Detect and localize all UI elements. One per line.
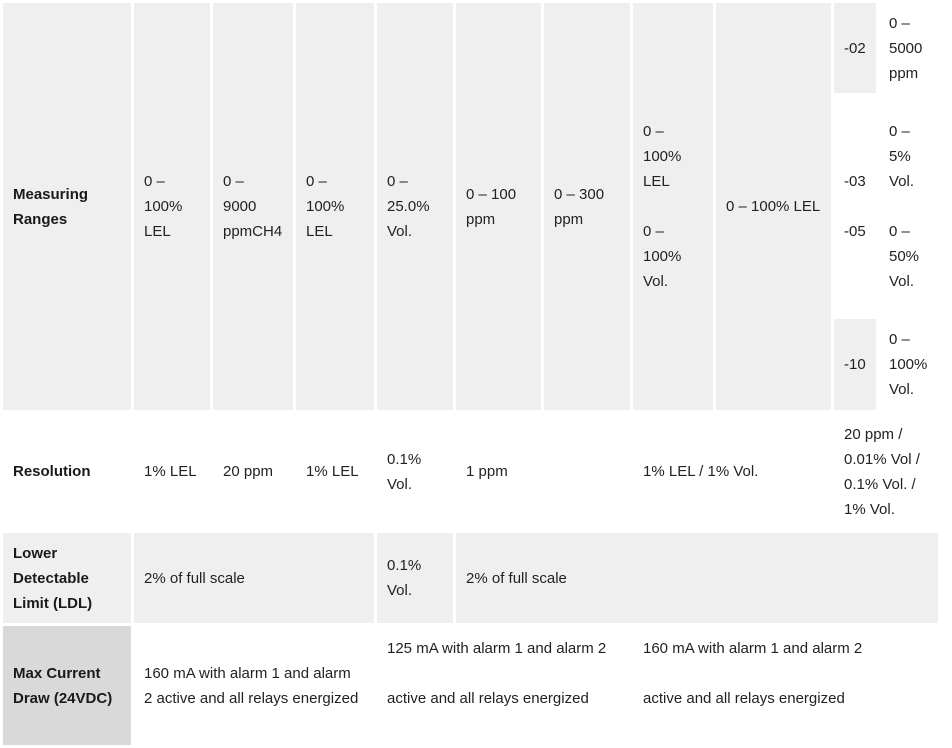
sub-range-value: 0 – 5000 ppm: [879, 3, 938, 93]
measuring-range-cell: 0 – 100% LEL 0 – 100% Vol.: [633, 3, 713, 410]
sub-range-code: -03 -05: [834, 96, 876, 316]
resolution-cell: 20 ppm: [213, 413, 293, 530]
resolution-cell: 1 ppm: [456, 413, 630, 530]
max-current-header: Max Current Draw (24VDC): [3, 626, 131, 745]
sub-range-value: 0 – 100% Vol.: [879, 319, 938, 410]
measuring-range-cell: 0 – 25.0% Vol.: [377, 3, 453, 410]
ldl-cell: 0.1% Vol.: [377, 533, 453, 623]
measuring-range-cell: 0 – 100% LEL: [296, 3, 374, 410]
measuring-range-cell: 0 – 300 ppm: [544, 3, 630, 410]
sub-range-code: -10: [834, 319, 876, 410]
resolution-cell: 1% LEL: [134, 413, 210, 530]
ldl-header: Lower Detectable Limit (LDL): [3, 533, 131, 623]
resolution-cell: 1% LEL / 1% Vol.: [633, 413, 831, 530]
resolution-cell: 0.1% Vol.: [377, 413, 453, 530]
measuring-range-cell: 0 – 100% LEL: [716, 3, 831, 410]
resolution-cell: 1% LEL: [296, 413, 374, 530]
resolution-header: Resolution: [3, 413, 131, 530]
sub-range-code: -02: [834, 3, 876, 93]
max-current-cell: 160 mA with alarm 1 and alarm 2 active a…: [134, 626, 374, 745]
max-current-cell: 125 mA with alarm 1 and alarm 2 active a…: [377, 626, 630, 745]
measuring-range-cell: 0 – 100 ppm: [456, 3, 541, 410]
sub-range-value: 0 – 5% Vol. 0 – 50% Vol.: [879, 96, 938, 316]
measuring-range-cell: 0 – 9000 ppmCH4: [213, 3, 293, 410]
resolution-cell: 20 ppm / 0.01% Vol / 0.1% Vol. / 1% Vol.: [834, 413, 938, 530]
ldl-cell: 2% of full scale: [134, 533, 374, 623]
measuring-range-cell: 0 – 100% LEL: [134, 3, 210, 410]
max-current-cell: 160 mA with alarm 1 and alarm 2 active a…: [633, 626, 938, 745]
measuring-ranges-header: Measuring Ranges: [3, 3, 131, 410]
ldl-cell: 2% of full scale: [456, 533, 938, 623]
